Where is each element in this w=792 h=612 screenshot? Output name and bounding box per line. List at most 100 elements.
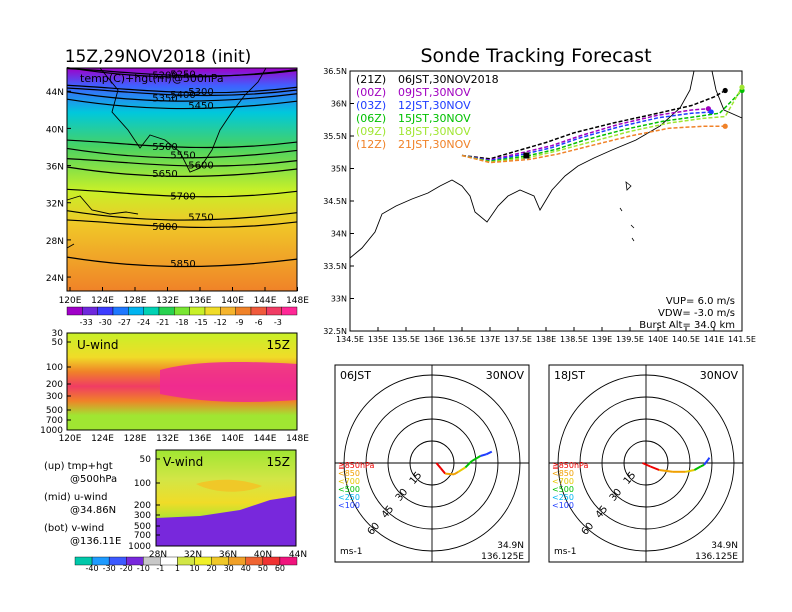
track-coastline-east xyxy=(711,70,743,119)
v-wind-frame xyxy=(155,449,297,547)
track-lon-label: 138.5E xyxy=(560,335,588,344)
hodograph-segment xyxy=(685,469,695,473)
v-pressure-label: 100 xyxy=(134,479,151,489)
track-lon-label: 137E xyxy=(480,335,500,344)
hodograph-lon-label: 136.125E xyxy=(695,552,738,562)
map-lon-label: 128E xyxy=(124,296,147,306)
sonde-track-line xyxy=(461,125,726,164)
contour-label: 5550 xyxy=(170,150,195,161)
note-mid: (mid) u-wind xyxy=(44,492,107,503)
contour-label: 5450 xyxy=(188,101,213,112)
v-lat-label: 40N xyxy=(254,550,272,560)
track-lat-label: 36N xyxy=(331,100,347,109)
contour-label: 5800 xyxy=(152,222,177,233)
hodograph-segment xyxy=(659,469,673,473)
sonde-track-line xyxy=(461,107,709,161)
burst-point xyxy=(708,109,714,115)
legend-tag: (21Z) xyxy=(356,73,386,86)
v-pressure-label: 700 xyxy=(134,531,151,541)
track-lon-label: 135.5E xyxy=(392,335,420,344)
coastline xyxy=(99,67,267,173)
v-pressure-label: 200 xyxy=(134,501,151,511)
v-lat-label: 36N xyxy=(219,550,237,560)
map-lat-label: 32N xyxy=(46,200,64,210)
contour-line xyxy=(66,219,298,229)
temp-colorbar-swatch xyxy=(189,306,206,316)
map-lat-label: 44N xyxy=(46,88,64,98)
u-lon-label: 144E xyxy=(254,434,277,444)
temp-colorbar-swatch xyxy=(250,306,267,316)
legend-tag: (03Z) xyxy=(356,99,386,112)
hodograph-segment xyxy=(706,457,711,461)
contour-label: 5300 xyxy=(188,87,213,98)
temp-colorbar-swatch xyxy=(235,306,252,316)
hodograph-level-label: ≧850hPa xyxy=(338,461,375,470)
v-pressure-label: 1000 xyxy=(128,542,151,552)
panel-notes: (up) tmp+hgt @500hPa (mid) u-wind @34.86… xyxy=(44,461,121,547)
temp-colorbar-label: -21 xyxy=(156,318,169,327)
legend-tag: (06Z) xyxy=(356,112,386,125)
v-lat-label: 28N xyxy=(149,550,167,560)
wind-colorbar-label: 10 xyxy=(189,564,199,573)
contour-line xyxy=(66,256,298,268)
hodograph-segment xyxy=(486,450,493,456)
temp-colorbar-label: -18 xyxy=(175,318,188,327)
islands xyxy=(619,181,635,242)
hodograph-lon-label: 136.125E xyxy=(481,552,524,562)
hodograph-date-label: 30NOV xyxy=(700,369,739,382)
temp-colorbar-label: -27 xyxy=(118,318,131,327)
param-vdw: VDW= -3.0 m/s xyxy=(658,308,735,319)
temp-colorbar-swatch xyxy=(66,306,83,316)
map-lon-label: 124E xyxy=(91,296,114,306)
contour-label: 5650 xyxy=(152,169,177,180)
v-wind-label: V-wind xyxy=(163,455,203,469)
note-bot-level: @136.11E xyxy=(70,536,121,547)
v-wind-lat-labels: 28N 32N 36N 40N 44N xyxy=(149,550,307,560)
v-wind-positive xyxy=(196,479,262,492)
right-title: Sonde Tracking Forecast xyxy=(420,45,651,67)
param-burst: Burst Alt= 34.0 km xyxy=(639,320,735,331)
sonde-track-line xyxy=(461,89,726,160)
track-lat-label: 35N xyxy=(331,165,347,174)
temp-colorbar-swatch xyxy=(143,306,160,316)
temp-colorbar-label: -15 xyxy=(195,318,208,327)
u-wind-lon-labels: 120E 124E 128E 132E 136E 140E 144E 148E xyxy=(59,434,310,444)
contour-label: 5750 xyxy=(188,213,213,224)
u-lon-label: 140E xyxy=(221,434,244,444)
temp-colorbar-swatch xyxy=(128,306,144,316)
hodograph-segment xyxy=(435,462,442,469)
left-title: 15Z,29NOV2018 (init) xyxy=(65,47,252,67)
v-wind-negative xyxy=(156,496,296,546)
hodograph-level-label: <250 xyxy=(552,493,574,502)
hodograph-level-label: <850 xyxy=(338,469,360,478)
wind-colorbar-label: -20 xyxy=(120,564,133,573)
contour-line xyxy=(66,84,298,94)
track-lon-label: 139.5E xyxy=(616,335,644,344)
wind-colorbar-label: 30 xyxy=(224,564,234,573)
legend-tag: (00Z) xyxy=(356,86,386,99)
track-lon-label: 135E xyxy=(368,335,388,344)
track-lon-label: 137.5E xyxy=(504,335,532,344)
v-pressure-label: 300 xyxy=(134,511,151,521)
legend-text: 15JST,30NOV xyxy=(398,112,471,125)
hodograph-segment xyxy=(464,460,473,469)
track-lat-label: 32.5N xyxy=(323,327,347,336)
height-contours xyxy=(66,66,298,268)
u-pressure-label: 30 xyxy=(52,329,64,339)
track-lat-label: 35.5N xyxy=(323,132,347,141)
map-lon-label: 132E xyxy=(156,296,179,306)
hodograph-segment xyxy=(453,470,459,476)
sonde-track-line xyxy=(461,89,743,163)
hodograph-level-label: <500 xyxy=(338,485,360,494)
hodograph-lat-label: 34.9N xyxy=(711,541,738,551)
temperature-colorbar: -33 -30 -27 -24 -21 -18 -15 -12 -9 -6 -3 xyxy=(66,306,298,327)
track-lon-labels: 134.5E 135E 135.5E 136E 136.5E 137E 137.5E 138E… xyxy=(336,327,756,344)
map-lon-label: 144E xyxy=(254,296,277,306)
contour-label: 5200 xyxy=(152,71,177,82)
note-up-level: @500hPa xyxy=(70,474,117,485)
u-pressure-label: 50 xyxy=(52,338,64,348)
temp-colorbar-swatch xyxy=(97,306,114,316)
